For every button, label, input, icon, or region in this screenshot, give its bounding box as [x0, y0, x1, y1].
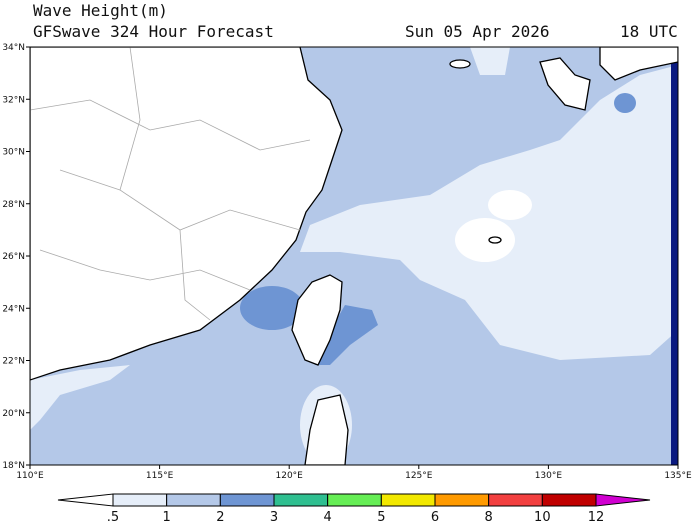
lon-label: 120°E — [276, 471, 304, 481]
lat-label: 22°N — [2, 357, 25, 367]
date: Sun 05 Apr 2026 — [405, 22, 550, 41]
colorbar-box — [541, 493, 597, 507]
colorbar-box — [273, 493, 329, 507]
colorbar-box — [219, 493, 275, 507]
lon-label: 115°E — [146, 471, 174, 481]
colorbar-label: 10 — [534, 510, 551, 525]
colorbar-label: 4 — [324, 510, 332, 525]
lat-label: 34°N — [2, 43, 25, 53]
lon-label: 130°E — [535, 471, 563, 481]
lat-label: 18°N — [2, 461, 25, 471]
lat-label: 32°N — [2, 95, 25, 105]
time: 18 UTC — [620, 22, 678, 41]
colorbar-box — [166, 493, 221, 507]
map-area — [30, 47, 678, 465]
lon-label: 125°E — [405, 471, 433, 481]
colorbar-label: .5 — [107, 510, 119, 525]
lat-label: 30°N — [2, 148, 25, 158]
title: Wave Height(m) — [33, 1, 168, 20]
colorbar-label: 1 — [163, 510, 171, 525]
subtitle: GFSwave 324 Hour Forecast — [33, 22, 274, 41]
colorbar-label: 2 — [216, 510, 224, 525]
colorbar-box — [380, 493, 436, 507]
lat-label: 20°N — [2, 409, 25, 419]
colorbar-box — [112, 493, 168, 507]
colorbar-label: 12 — [588, 510, 605, 525]
lat-label: 28°N — [2, 200, 25, 210]
lat-label: 24°N — [2, 304, 25, 314]
colorbar-high-triangle — [595, 493, 651, 507]
colorbar-low-triangle — [57, 493, 114, 507]
colorbar-box — [434, 493, 490, 507]
lon-label: 110°E — [16, 471, 44, 481]
colorbar-label: 8 — [485, 510, 493, 525]
colorbar-label: 3 — [270, 510, 278, 525]
lon-label: 135°E — [664, 471, 692, 481]
lat-label: 26°N — [2, 252, 25, 262]
colorbar-box — [327, 493, 382, 507]
colorbar-box — [488, 493, 543, 507]
colorbar-label: 6 — [431, 510, 439, 525]
colorbar-label: 5 — [377, 510, 385, 525]
